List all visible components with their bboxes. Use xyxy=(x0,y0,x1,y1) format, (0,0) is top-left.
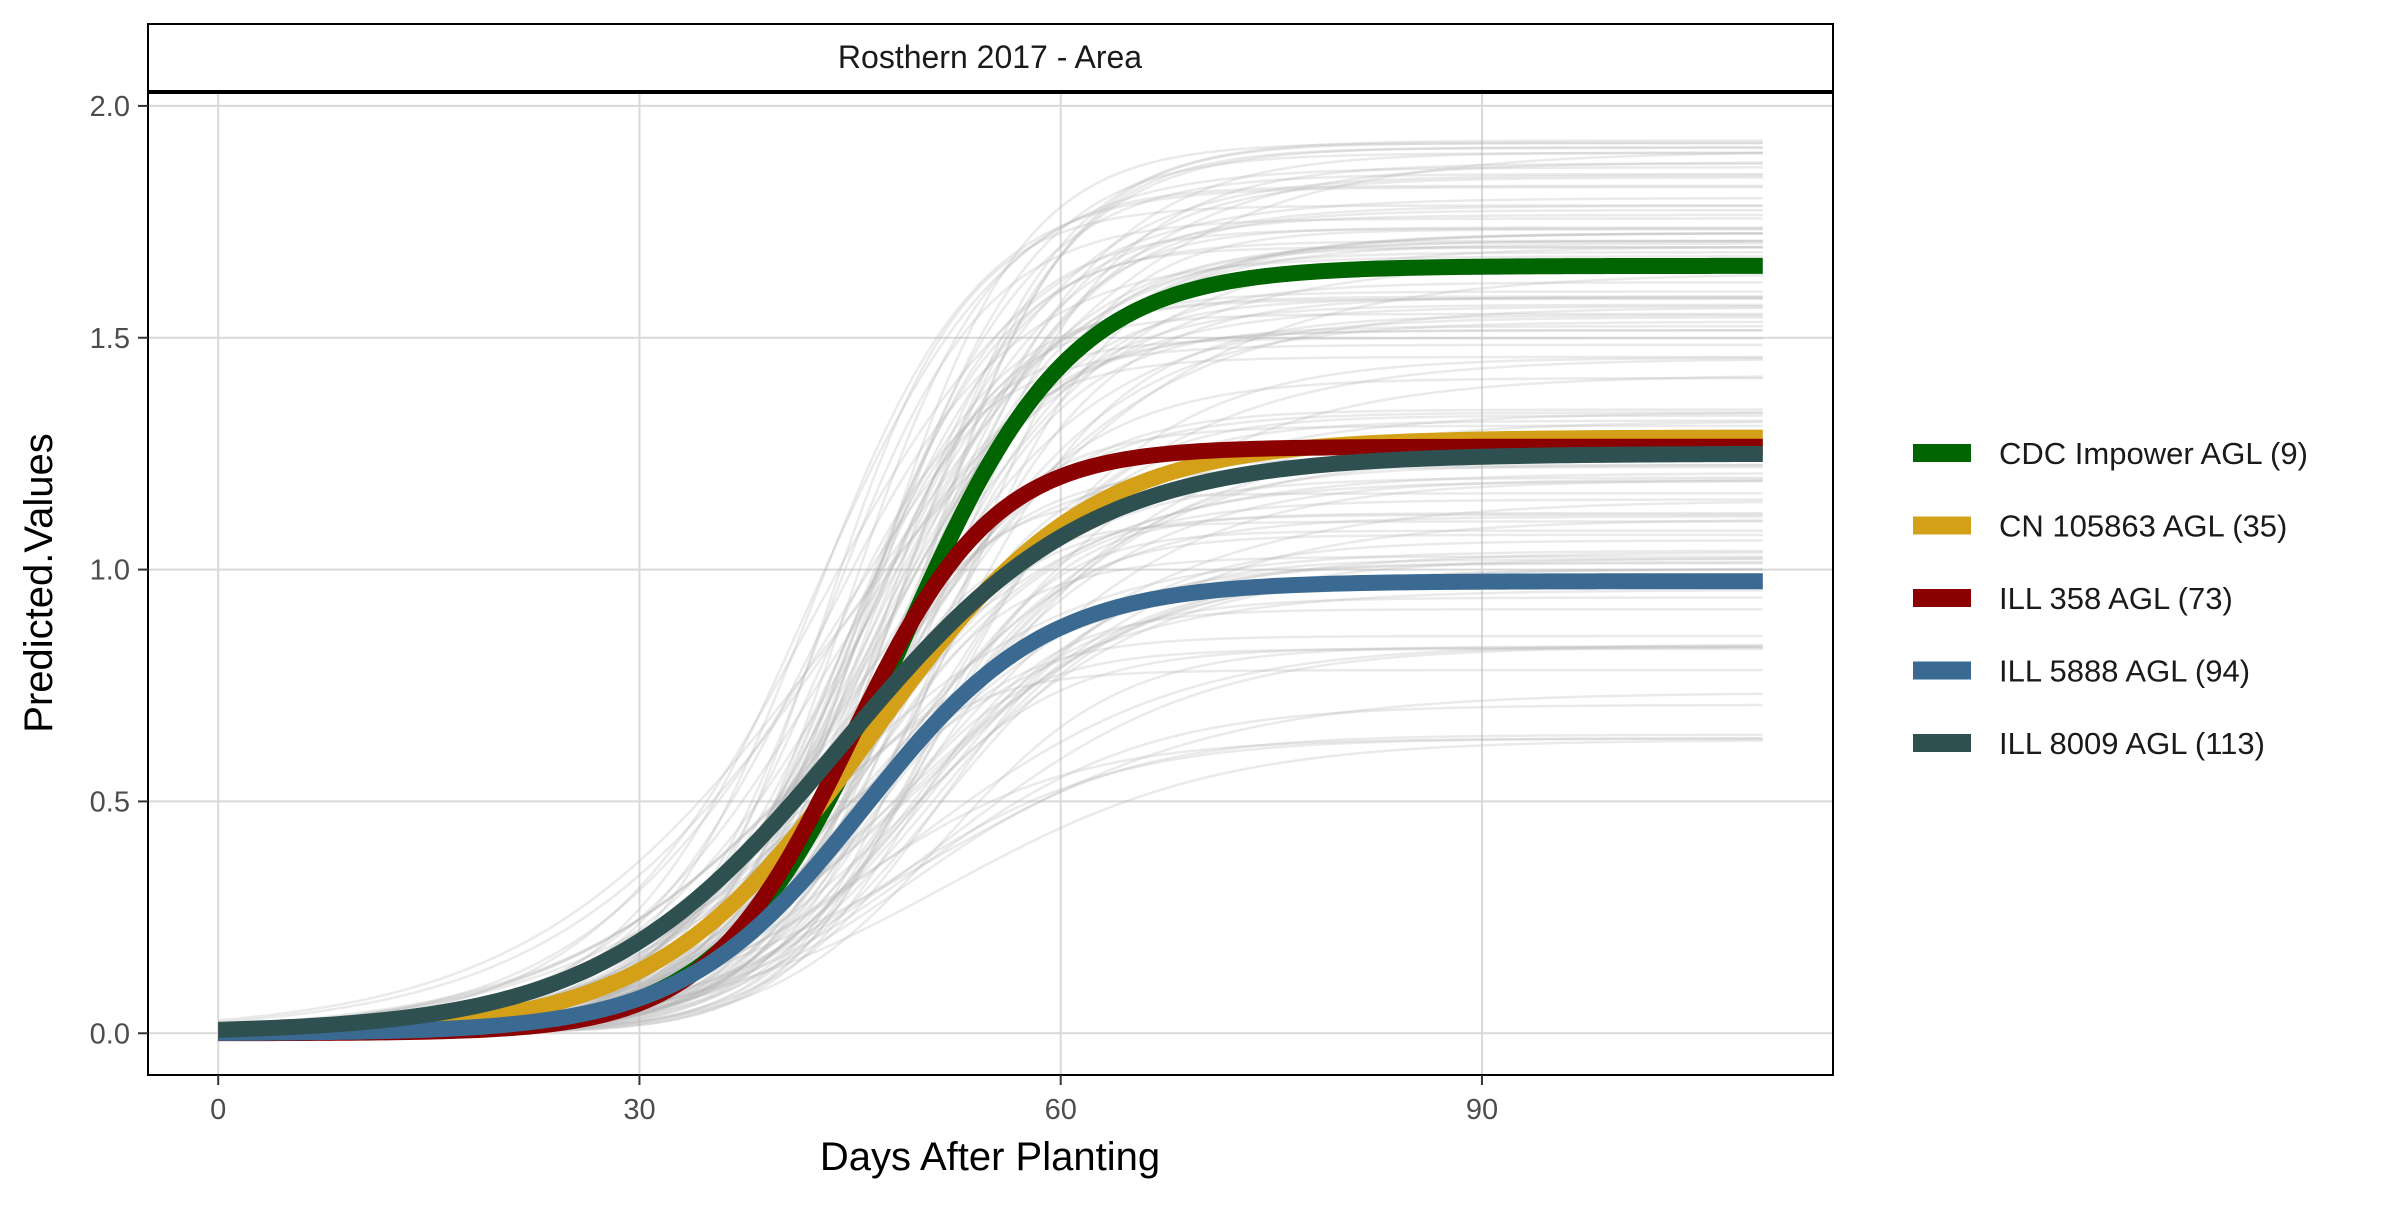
axes: 0 30 60 90 0.0 0.5 1.0 1.5 2.0 xyxy=(90,91,1498,1126)
series-line xyxy=(217,573,1764,1041)
y-tick-label: 1.5 xyxy=(90,323,130,355)
highlighted-series xyxy=(217,257,1764,1042)
background-curve xyxy=(218,232,1763,1029)
y-tick-label: 2.0 xyxy=(90,91,130,123)
legend-label: ILL 358 AGL (73) xyxy=(1999,581,2233,616)
legend-swatch xyxy=(1913,516,1971,535)
y-tick-label: 0.5 xyxy=(90,786,130,818)
legend-label: ILL 8009 AGL (113) xyxy=(1999,726,2265,761)
facet-strip xyxy=(147,23,1834,93)
legend-swatch xyxy=(1913,734,1971,752)
y-tick-label: 1.0 xyxy=(90,555,130,587)
y-tick-label: 0.0 xyxy=(90,1018,130,1050)
legend-label: CN 105863 AGL (35) xyxy=(1999,509,2287,544)
chart-title: Rosthern 2017 - Area xyxy=(838,39,1142,75)
background-curve xyxy=(218,273,1763,1027)
legend-label: CDC Impower AGL (9) xyxy=(1999,436,2308,471)
legend-swatch xyxy=(1913,444,1971,462)
grid-layer xyxy=(148,92,1833,1075)
y-axis-title: Predicted.Values xyxy=(17,433,61,732)
background-curve xyxy=(218,151,1763,1024)
legend-swatch xyxy=(1913,589,1971,607)
x-tick-label: 0 xyxy=(210,1094,226,1126)
legend-label: ILL 5888 AGL (94) xyxy=(1999,654,2250,689)
legend-swatch xyxy=(1913,661,1971,680)
x-tick-label: 30 xyxy=(623,1094,655,1126)
x-tick-label: 90 xyxy=(1466,1094,1498,1126)
background-curve xyxy=(218,472,1763,1028)
x-tick-label: 60 xyxy=(1045,1094,1077,1126)
x-axis-title: Days After Planting xyxy=(820,1135,1160,1179)
series-line xyxy=(217,445,1764,1038)
legend: CDC Impower AGL (9) CN 105863 AGL (35) ILL… xyxy=(1913,436,2308,761)
background-curve xyxy=(218,197,1763,1031)
